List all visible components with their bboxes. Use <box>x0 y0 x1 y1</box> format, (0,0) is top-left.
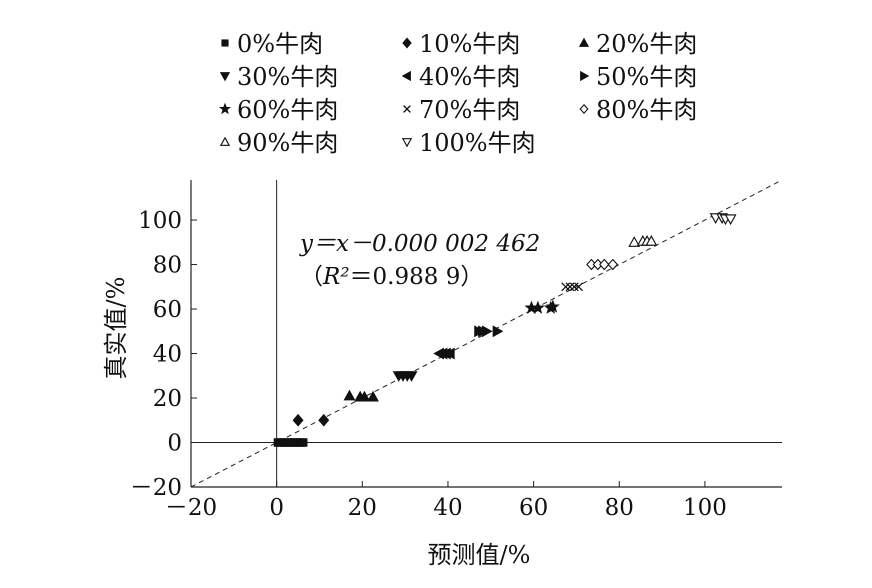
data-point <box>530 300 545 314</box>
data-point <box>599 258 610 271</box>
x-tick-label: 20 <box>348 495 377 521</box>
data-point <box>574 282 584 292</box>
y-tick-label: 80 <box>153 253 182 279</box>
legend-marker <box>578 37 590 47</box>
y-tick-label: 100 <box>138 208 182 234</box>
y-tick-label: －20 <box>130 475 182 501</box>
legend-item: 10%牛肉 <box>402 30 520 58</box>
data-point <box>645 235 658 246</box>
data-point <box>545 299 560 313</box>
legend-label: 70%牛肉 <box>419 96 520 124</box>
legend-label: 10%牛肉 <box>419 30 520 58</box>
legend-marker <box>402 37 412 49</box>
data-point <box>607 258 619 271</box>
x-tick-label: 0 <box>269 495 284 521</box>
legend-label: 30%牛肉 <box>237 63 338 91</box>
y-tick-label: 20 <box>153 386 182 412</box>
fit-line <box>190 179 783 488</box>
data-point <box>569 282 579 292</box>
legend-label: 0%牛肉 <box>237 30 323 58</box>
x-tick-label: 100 <box>683 495 727 521</box>
r-squared-annotation: （R²＝0.988 9） <box>300 264 483 290</box>
legend-marker <box>219 136 231 146</box>
legend-label: 50%牛肉 <box>596 63 697 91</box>
axis-ticks: －20 0 20 40 60 80 100 －20 0 20 40 60 80 100 <box>130 208 727 521</box>
legend-label: 80%牛肉 <box>596 96 697 124</box>
legend-label: 40%牛肉 <box>419 63 520 91</box>
y-tick-label: 60 <box>153 297 182 323</box>
x-axis-label: 预测值/% <box>428 541 531 569</box>
r2-symbol: R² <box>322 264 350 290</box>
legend-item: 0%牛肉 <box>221 30 323 58</box>
data-point <box>318 413 330 427</box>
legend-item: 30%牛肉 <box>219 63 338 91</box>
legend-label: 90%牛肉 <box>237 129 338 157</box>
r2-prefix: （ <box>300 264 323 290</box>
x-tick-label: 60 <box>519 495 548 521</box>
data-point <box>405 371 418 382</box>
y-tick-label: 0 <box>167 431 182 457</box>
fit-equation: y＝x－0.000 002 462 <box>299 231 540 257</box>
data-point <box>367 390 379 402</box>
legend-marker <box>218 102 232 115</box>
legend-marker <box>401 138 413 148</box>
data-points <box>273 213 737 447</box>
legend-item: 40%牛肉 <box>401 63 520 91</box>
data-point <box>565 282 575 292</box>
data-point <box>443 347 455 360</box>
data-point <box>481 325 493 338</box>
data-point <box>724 214 737 226</box>
legend-label: 20%牛肉 <box>596 30 697 58</box>
x-tick-label: －20 <box>165 495 217 521</box>
legend-marker <box>580 70 590 82</box>
data-point <box>628 236 641 247</box>
legend-marker <box>403 105 411 113</box>
y-axis-label: 真实值/% <box>102 277 130 380</box>
legend-item: 60%牛肉 <box>218 96 338 124</box>
data-point <box>292 413 304 427</box>
data-point <box>298 438 308 447</box>
data-point <box>492 325 504 338</box>
legend-marker <box>401 70 411 82</box>
legend-marker <box>221 39 229 47</box>
legend-marker <box>219 72 231 82</box>
legend-item: 70%牛肉 <box>403 96 520 124</box>
legend-item: 20%牛肉 <box>578 30 697 58</box>
legend-item: 100%牛肉 <box>401 129 536 157</box>
data-point <box>343 389 356 401</box>
legend-label: 100%牛肉 <box>419 129 536 157</box>
r2-value: ＝0.988 9） <box>350 264 484 290</box>
data-point <box>358 390 371 402</box>
legend-item: 50%牛肉 <box>580 63 697 91</box>
y-tick-label: 40 <box>153 342 182 368</box>
data-point <box>561 282 571 292</box>
legend: 0%牛肉 30%牛肉 60%牛肉 90%牛肉 10%牛肉 40%牛肉 70%牛肉 100%牛肉… <box>218 30 697 157</box>
legend-label: 60%牛肉 <box>237 96 338 124</box>
legend-item: 90%牛肉 <box>219 129 338 157</box>
legend-marker <box>579 103 589 115</box>
x-tick-label: 80 <box>605 495 634 521</box>
x-tick-label: 40 <box>433 495 462 521</box>
legend-item: 80%牛肉 <box>579 96 697 124</box>
